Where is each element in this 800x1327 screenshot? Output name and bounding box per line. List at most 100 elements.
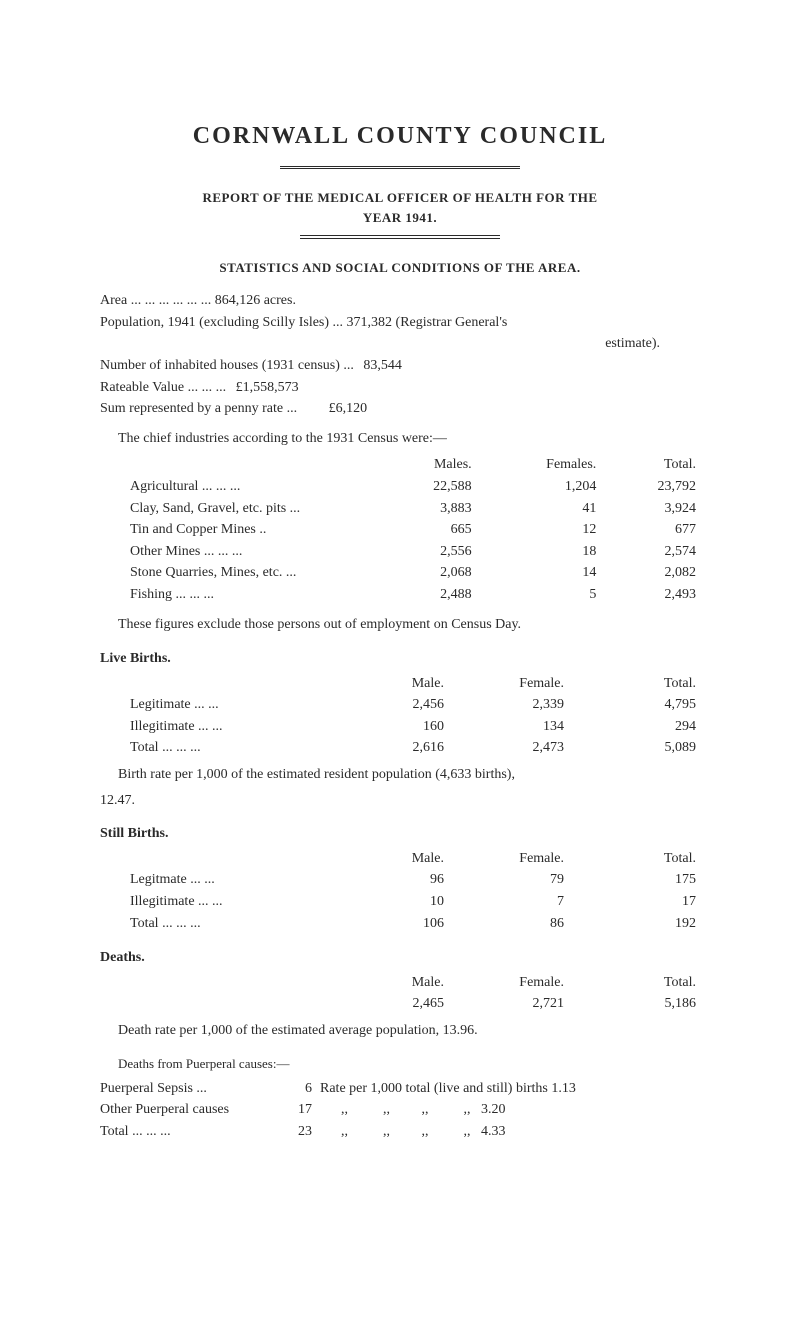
cell: 2,068: [376, 562, 476, 584]
cell: 2,488: [376, 584, 476, 606]
col-total: Total.: [600, 454, 700, 476]
puerperal-row: Other Puerperal causes 17 ,, ,, ,, ,, 3.…: [100, 1100, 700, 1120]
cell: Male.: [328, 972, 448, 994]
puerperal-tail: ,, ,, ,, ,, 4.33: [320, 1122, 700, 1142]
cell: Other Mines ... ... ...: [100, 541, 376, 563]
puerperal-label: Total ... ... ...: [100, 1122, 290, 1142]
cell: 2,082: [600, 562, 700, 584]
cell: Fishing ... ... ...: [100, 584, 376, 606]
deaths-table: Male. Female. Total. 2,4652,7215,186: [100, 972, 700, 1015]
cell: Male.: [328, 673, 448, 695]
cell: 2,493: [600, 584, 700, 606]
cell: 79: [448, 869, 568, 891]
table-row: Clay, Sand, Gravel, etc. pits ...3,88341…: [100, 498, 700, 520]
cell: Legitimate ... ...: [100, 694, 328, 716]
table-row: Fishing ... ... ...2,48852,493: [100, 584, 700, 606]
cell: 23,792: [600, 476, 700, 498]
cell: Female.: [448, 673, 568, 695]
fact-population-2: estimate).: [100, 334, 700, 354]
cell: 3,924: [600, 498, 700, 520]
cell: 2,456: [328, 694, 448, 716]
rateable-label: Rateable Value ... ... ...: [100, 378, 226, 398]
area-label: Area ... ... ... ... ... ...: [100, 291, 211, 311]
live-births-head: Live Births.: [100, 649, 700, 669]
pop-value-2: estimate).: [605, 336, 660, 351]
cell: 12: [476, 519, 601, 541]
table-row: Total ... ... ...10686192: [100, 913, 700, 935]
cell: 2,721: [448, 993, 568, 1015]
cell: 2,473: [448, 737, 568, 759]
cell: 86: [448, 913, 568, 935]
cell: 5,186: [568, 993, 700, 1015]
cell: 41: [476, 498, 601, 520]
table-row: Legitmate ... ...9679175: [100, 869, 700, 891]
table-header-row: Male. Female. Total.: [100, 848, 700, 870]
table-row: Total ... ... ...2,6162,4735,089: [100, 737, 700, 759]
fact-houses: Number of inhabited houses (1931 census)…: [100, 356, 700, 376]
puerperal-row: Total ... ... ... 23 ,, ,, ,, ,, 4.33: [100, 1122, 700, 1142]
cell: Illegitimate ... ...: [100, 716, 328, 738]
cell: Clay, Sand, Gravel, etc. pits ...: [100, 498, 376, 520]
table-row: Illegitimate ... ...160134294: [100, 716, 700, 738]
cell: 5: [476, 584, 601, 606]
puerperal-n: 6: [290, 1079, 320, 1099]
cell: [100, 993, 328, 1015]
cell: Legitmate ... ...: [100, 869, 328, 891]
cell: Total ... ... ...: [100, 737, 328, 759]
still-births-head: Still Births.: [100, 824, 700, 844]
cell: Female.: [448, 848, 568, 870]
cell: 10: [328, 891, 448, 913]
puerperal-n: 17: [290, 1100, 320, 1120]
report-subtitle-2: YEAR 1941.: [100, 209, 700, 227]
area-value: 864,126 acres.: [215, 291, 296, 311]
cell: 22,588: [376, 476, 476, 498]
death-rate-note: Death rate per 1,000 of the estimated av…: [100, 1021, 700, 1041]
rateable-value: £1,558,573: [236, 378, 299, 398]
cell: [100, 848, 328, 870]
fact-area: Area ... ... ... ... ... ... 864,126 acr…: [100, 291, 700, 311]
cell: 2,556: [376, 541, 476, 563]
table-row: Stone Quarries, Mines, etc. ...2,068142,…: [100, 562, 700, 584]
col-blank: [100, 454, 376, 476]
stats-heading: STATISTICS AND SOCIAL CONDITIONS OF THE …: [100, 259, 700, 277]
houses-value: 83,544: [363, 356, 402, 376]
industries-intro: The chief industries according to the 19…: [100, 429, 700, 449]
table-row: 2,4652,7215,186: [100, 993, 700, 1015]
cell: 3,883: [376, 498, 476, 520]
page-title: CORNWALL COUNTY COUNCIL: [100, 120, 700, 154]
puerperal-tail: Rate per 1,000 total (live and still) bi…: [320, 1079, 700, 1099]
col-males: Males.: [376, 454, 476, 476]
cell: [100, 972, 328, 994]
cell: 192: [568, 913, 700, 935]
cell: 677: [600, 519, 700, 541]
fact-penny: Sum represented by a penny rate ... £6,1…: [100, 399, 700, 419]
exclude-note: These figures exclude those persons out …: [100, 615, 700, 635]
cell: [100, 673, 328, 695]
cell: 17: [568, 891, 700, 913]
penny-label: Sum represented by a penny rate ...: [100, 399, 297, 419]
title-rule: [280, 166, 520, 169]
cell: 665: [376, 519, 476, 541]
table-header-row: Male. Female. Total.: [100, 673, 700, 695]
fact-rateable: Rateable Value ... ... ... £1,558,573: [100, 378, 700, 398]
pop-value: 371,382 (Registrar General's: [347, 313, 508, 333]
cell: 96: [328, 869, 448, 891]
cell: 134: [448, 716, 568, 738]
cell: 14: [476, 562, 601, 584]
cell: 4,795: [568, 694, 700, 716]
table-row: Illegitimate ... ...10717: [100, 891, 700, 913]
table-header-row: Male. Female. Total.: [100, 972, 700, 994]
cell: 5,089: [568, 737, 700, 759]
cell: 2,339: [448, 694, 568, 716]
cell: Tin and Copper Mines ..: [100, 519, 376, 541]
cell: Total.: [568, 848, 700, 870]
table-row: Tin and Copper Mines ..66512677: [100, 519, 700, 541]
cell: 2,465: [328, 993, 448, 1015]
still-births-table: Male. Female. Total. Legitmate ... ...96…: [100, 848, 700, 934]
cell: 106: [328, 913, 448, 935]
puerperal-row: Puerperal Sepsis ... 6 Rate per 1,000 to…: [100, 1079, 700, 1099]
birth-rate-note-1: Birth rate per 1,000 of the estimated re…: [100, 765, 700, 785]
puerperal-n: 23: [290, 1122, 320, 1142]
birth-rate-note-2: 12.47.: [100, 791, 700, 811]
live-births-table: Male. Female. Total. Legitimate ... ...2…: [100, 673, 700, 759]
